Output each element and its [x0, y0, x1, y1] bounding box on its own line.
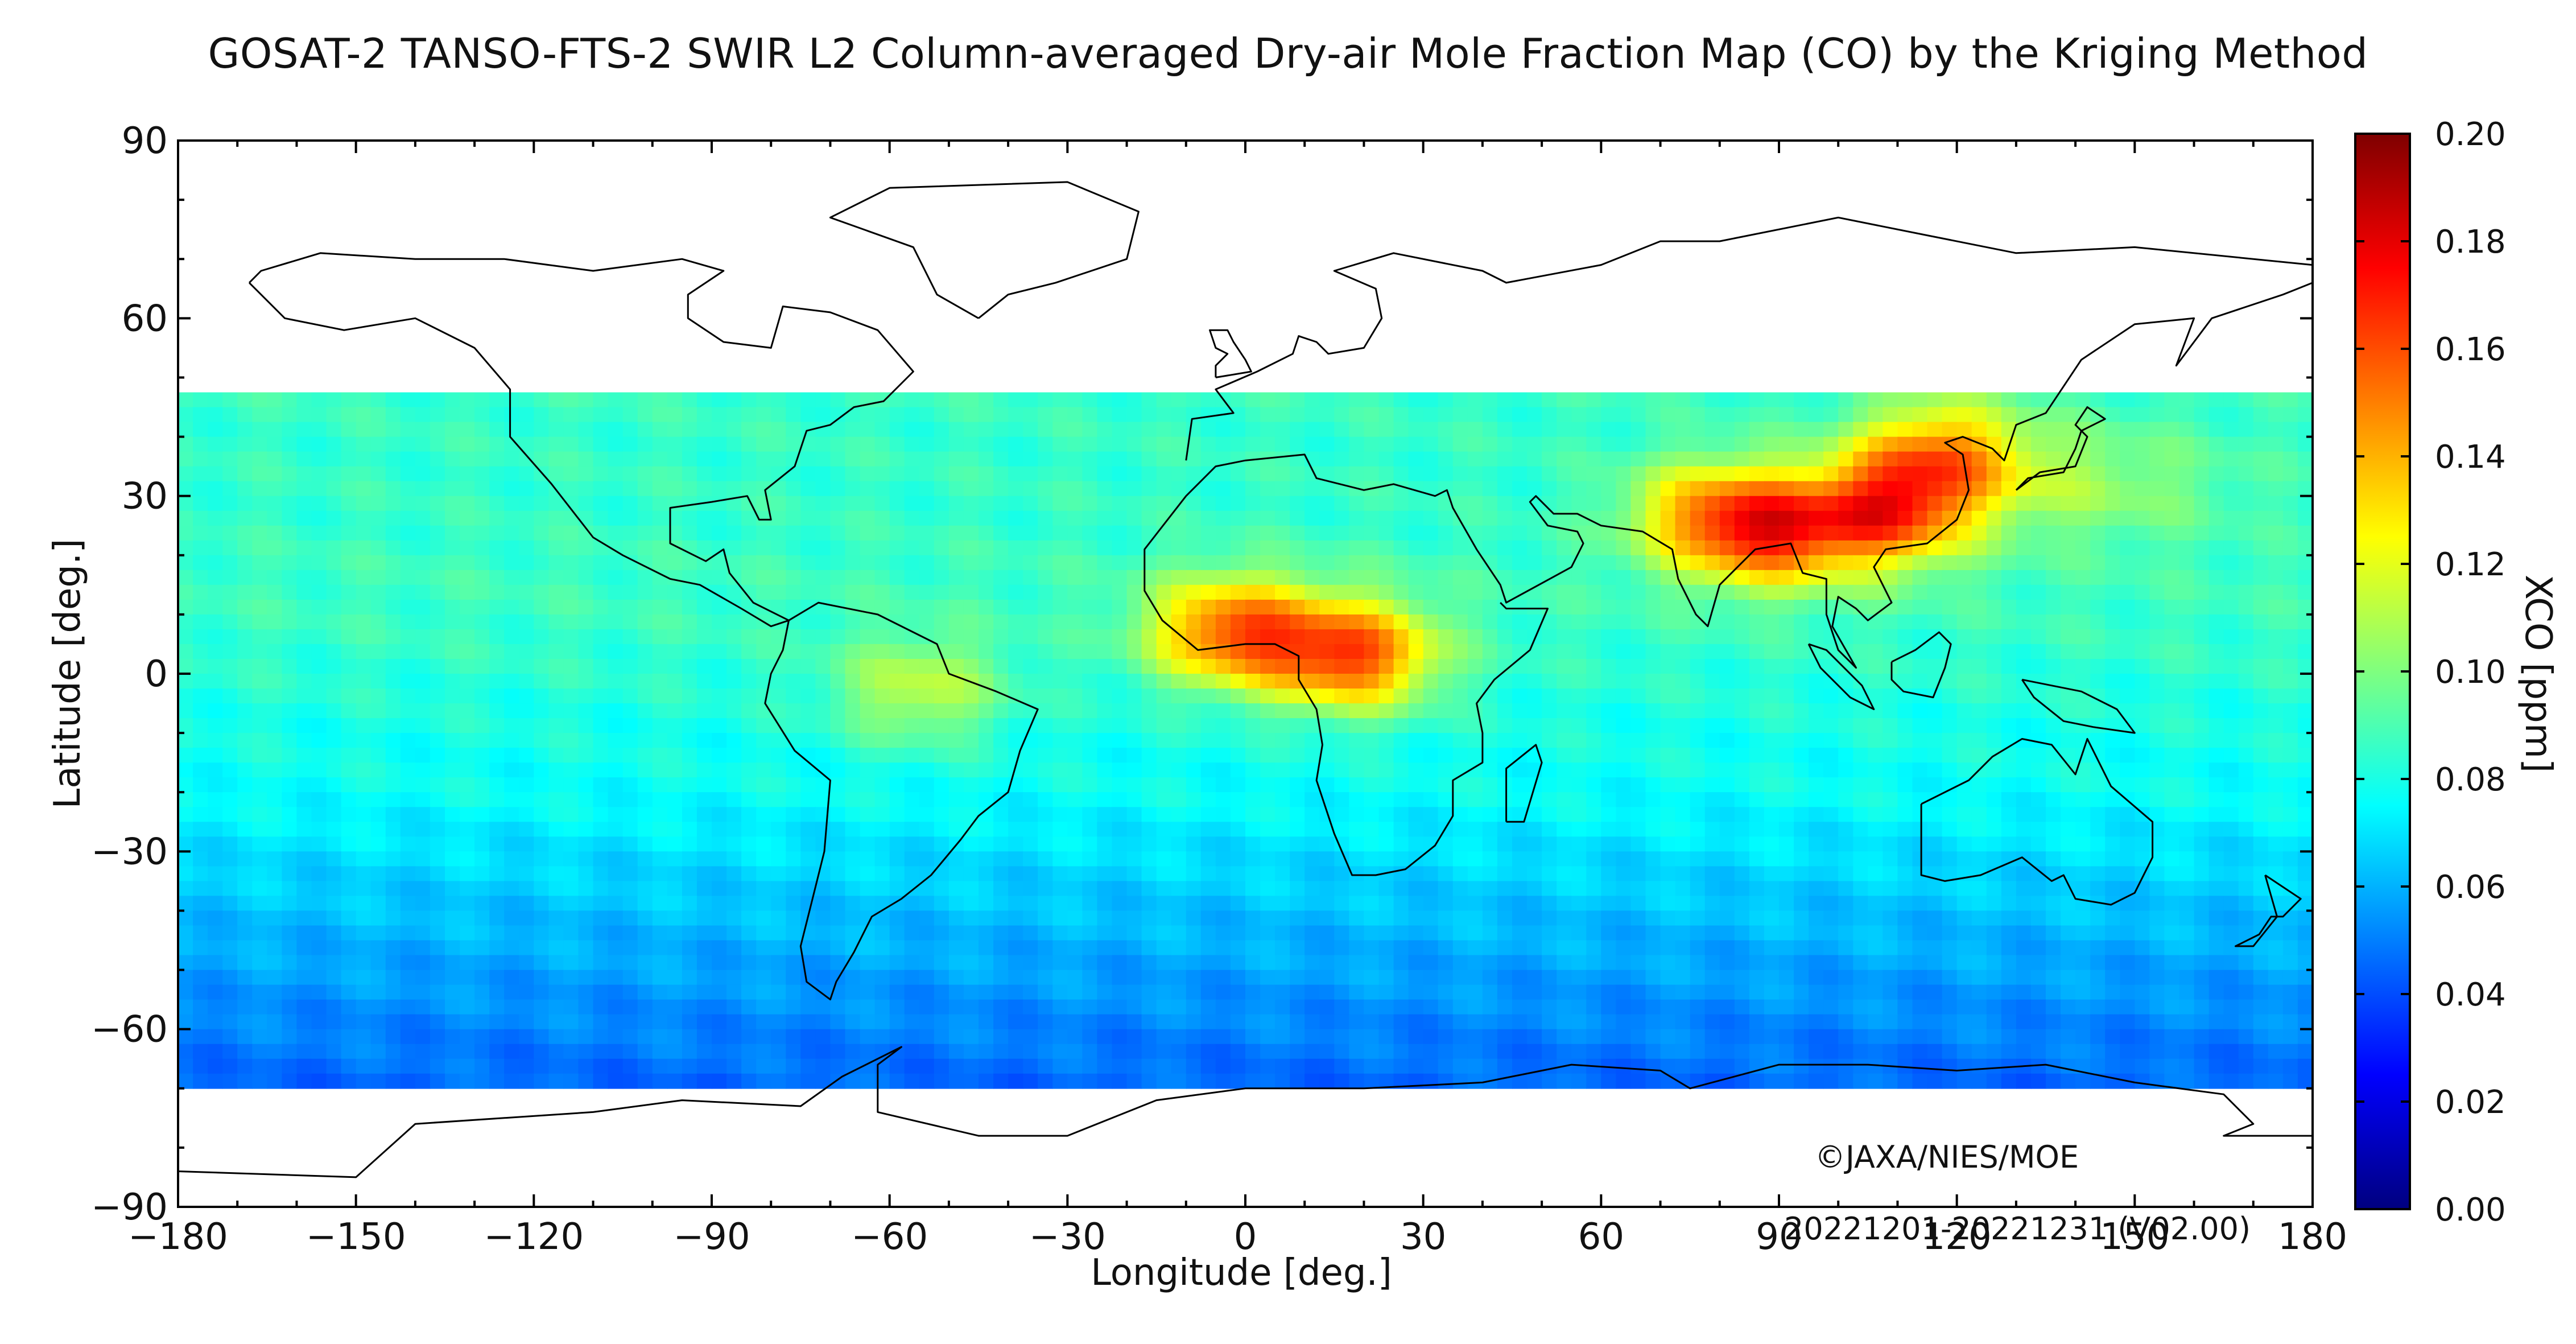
- y-tick-label: 60: [122, 298, 168, 340]
- x-tick-label: −60: [851, 1216, 928, 1258]
- x-tick-label: 180: [2278, 1216, 2347, 1258]
- coast-antarctica: [178, 1046, 2313, 1178]
- x-tick-label: −90: [673, 1216, 750, 1258]
- coast-new-zealand: [2235, 874, 2302, 947]
- colorbar-tick-label: 0.14: [2435, 439, 2506, 476]
- colorbar-tick-label: 0.02: [2435, 1084, 2506, 1121]
- y-tick-label: 90: [122, 120, 168, 162]
- x-tick-label: −180: [128, 1216, 228, 1258]
- copyright-credit: ©JAXA/NIES/MOE: [1815, 1139, 2079, 1175]
- colorbar-tick-label: 0.12: [2435, 546, 2506, 583]
- coast-japan: [2015, 406, 2106, 491]
- coast-eurasia-africa: [1143, 216, 2313, 876]
- y-axis-tick-labels: 90 60 30 0 −30 −60 −90: [91, 120, 168, 1228]
- coast-north-america: [249, 252, 914, 628]
- y-tick-label: 0: [145, 653, 168, 695]
- y-tick-label: 30: [122, 476, 168, 518]
- colorbar-tick-labels: 0.00 0.02 0.04 0.06 0.08 0.10 0.12 0.14 0.16 0.18…: [2435, 116, 2506, 1228]
- coast-greenland: [829, 181, 1140, 319]
- x-axis-tick-labels: −180 −150 −120 −90 −60 −30 0 30 60 90 120 150 180: [128, 1216, 2347, 1258]
- coast-australia: [1920, 738, 2154, 906]
- colorbar-ticks: [2355, 133, 2410, 1210]
- colorbar-title: XCO [ppm]: [2517, 575, 2559, 773]
- x-tick-label: −150: [306, 1216, 406, 1258]
- x-tick-label: 150: [2100, 1216, 2169, 1258]
- colorbar-tick-label: 0.00: [2435, 1192, 2506, 1228]
- y-tick-label: −60: [91, 1009, 168, 1051]
- y-axis-ticks: [178, 139, 2313, 1208]
- x-tick-label: 0: [1234, 1216, 1257, 1258]
- x-tick-label: −120: [484, 1216, 584, 1258]
- y-axis-title: Latitude [deg.]: [47, 539, 89, 809]
- xco-grid: [178, 392, 2313, 1089]
- coast-britain: [1209, 329, 1252, 378]
- coast-madagascar: [1505, 744, 1543, 823]
- data-period-version: 20221201-20221231 (V02.00): [1784, 1211, 2251, 1247]
- chart-title: GOSAT-2 TANSO-FTS-2 SWIR L2 Column-avera…: [208, 30, 2368, 77]
- coast-new-guinea: [2021, 678, 2136, 734]
- x-tick-label: −30: [1029, 1216, 1106, 1258]
- colorbar-tick-label: 0.10: [2435, 654, 2506, 691]
- coastlines: [178, 181, 2313, 1178]
- x-tick-label: 90: [1756, 1216, 1802, 1258]
- colorbar-tick-label: 0.20: [2435, 116, 2506, 153]
- colorbar-tick-label: 0.16: [2435, 331, 2506, 368]
- coast-south-america: [764, 601, 1039, 1001]
- colorbar-tick-label: 0.18: [2435, 224, 2506, 261]
- y-tick-label: −30: [91, 831, 168, 873]
- coast-sumatra: [1807, 643, 1875, 710]
- y-tick-label: −90: [91, 1186, 168, 1228]
- colorbar-tick-label: 0.04: [2435, 976, 2506, 1013]
- x-tick-label: 30: [1400, 1216, 1446, 1258]
- colorbar-tick-label: 0.08: [2435, 761, 2506, 798]
- coast-borneo: [1890, 631, 1952, 699]
- colorbar-tick-label: 0.06: [2435, 869, 2506, 906]
- x-tick-label: 120: [1922, 1216, 1992, 1258]
- x-tick-label: 60: [1578, 1216, 1624, 1258]
- x-axis-title: Longitude [deg.]: [1091, 1252, 1392, 1294]
- x-axis-ticks: [177, 141, 2314, 1207]
